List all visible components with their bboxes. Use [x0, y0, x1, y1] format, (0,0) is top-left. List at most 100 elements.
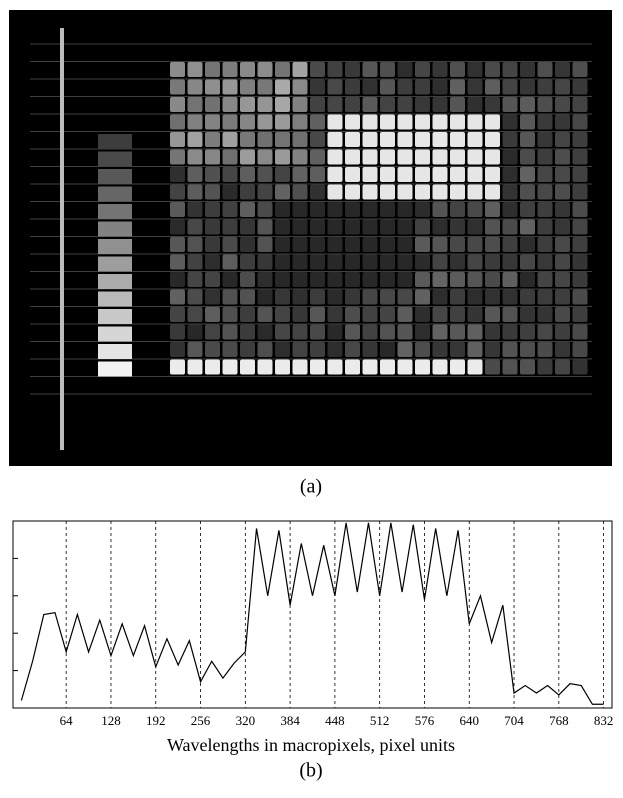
cell: [205, 114, 220, 130]
cell: [432, 202, 448, 217]
cell: [362, 254, 378, 270]
plot-area: 64 128 192 256 320 384 448 512 576 640 704 768 832: [13, 521, 613, 728]
cell: [555, 359, 570, 375]
cell: [170, 359, 185, 375]
cell: [572, 254, 588, 270]
cell: [170, 237, 185, 252]
cell: [275, 237, 290, 252]
cell: [327, 184, 343, 200]
cell: [310, 202, 325, 217]
cell: [485, 167, 500, 182]
cell: [450, 237, 465, 252]
cell: [467, 97, 483, 112]
cell: [397, 184, 413, 200]
cell: [292, 114, 308, 130]
cell: [502, 79, 518, 95]
cell: [432, 342, 448, 357]
cell: [170, 79, 185, 95]
cell: [537, 359, 553, 375]
cell: [485, 149, 500, 165]
cell: [467, 62, 483, 77]
cell: [432, 184, 448, 200]
cell: [520, 289, 535, 305]
cell: [432, 132, 448, 147]
x-tick-label: 768: [549, 713, 569, 728]
cell: [415, 324, 430, 340]
cell: [327, 359, 343, 375]
cell: [275, 132, 290, 147]
cell: [170, 114, 185, 130]
cell: [257, 237, 273, 252]
cell: [520, 254, 535, 270]
cell: [240, 114, 255, 130]
cell: [415, 97, 430, 112]
cell: [485, 342, 500, 357]
cell: [345, 167, 360, 182]
cell: [222, 114, 238, 130]
cell: [240, 79, 255, 95]
cell: [170, 254, 185, 270]
cell: [205, 254, 220, 270]
cell: [187, 289, 203, 305]
cell: [345, 184, 360, 200]
cell: [415, 237, 430, 252]
cell: [397, 272, 413, 287]
cell: [222, 202, 238, 217]
cell: [257, 359, 273, 375]
x-tick-label: 384: [280, 713, 300, 728]
cell: [572, 114, 588, 130]
cell: [450, 184, 465, 200]
spectrum-line: [20, 522, 604, 705]
cell: [572, 359, 588, 375]
cell: [362, 324, 378, 340]
cell: [572, 342, 588, 357]
x-tick-label: 704: [504, 713, 524, 728]
cell: [187, 237, 203, 252]
cell: [432, 62, 448, 77]
cell: [572, 272, 588, 287]
cell: [415, 62, 430, 77]
cell: [345, 132, 360, 147]
cell: [240, 202, 255, 217]
x-tick-label: 576: [415, 713, 435, 728]
cell: [520, 149, 535, 165]
cell: [222, 254, 238, 270]
cell: [222, 237, 238, 252]
cell: [310, 62, 325, 77]
cell: [170, 132, 185, 147]
cell: [310, 114, 325, 130]
cell: [380, 219, 395, 235]
cell: [520, 342, 535, 357]
cell: [275, 79, 290, 95]
cell: [572, 132, 588, 147]
cell: [380, 202, 395, 217]
cell: [467, 359, 483, 375]
cell: [345, 359, 360, 375]
cell: [222, 167, 238, 182]
cell: [397, 342, 413, 357]
cell: [415, 202, 430, 217]
cell: [240, 149, 255, 165]
cell: [432, 254, 448, 270]
cell: [275, 167, 290, 182]
cell: [275, 254, 290, 270]
cell: [450, 97, 465, 112]
cell: [205, 289, 220, 305]
cell: [292, 342, 308, 357]
cell: [537, 184, 553, 200]
cell: [240, 307, 255, 322]
cell: [98, 151, 132, 167]
cell: [380, 237, 395, 252]
cell: [222, 79, 238, 95]
cell: [275, 219, 290, 235]
cell: [432, 167, 448, 182]
cell: [257, 132, 273, 147]
cell: [572, 289, 588, 305]
cell: [502, 219, 518, 235]
x-tick-label: 832: [594, 713, 614, 728]
cell: [432, 97, 448, 112]
cell: [537, 79, 553, 95]
cell: [310, 324, 325, 340]
cell: [467, 272, 483, 287]
cell: [572, 237, 588, 252]
